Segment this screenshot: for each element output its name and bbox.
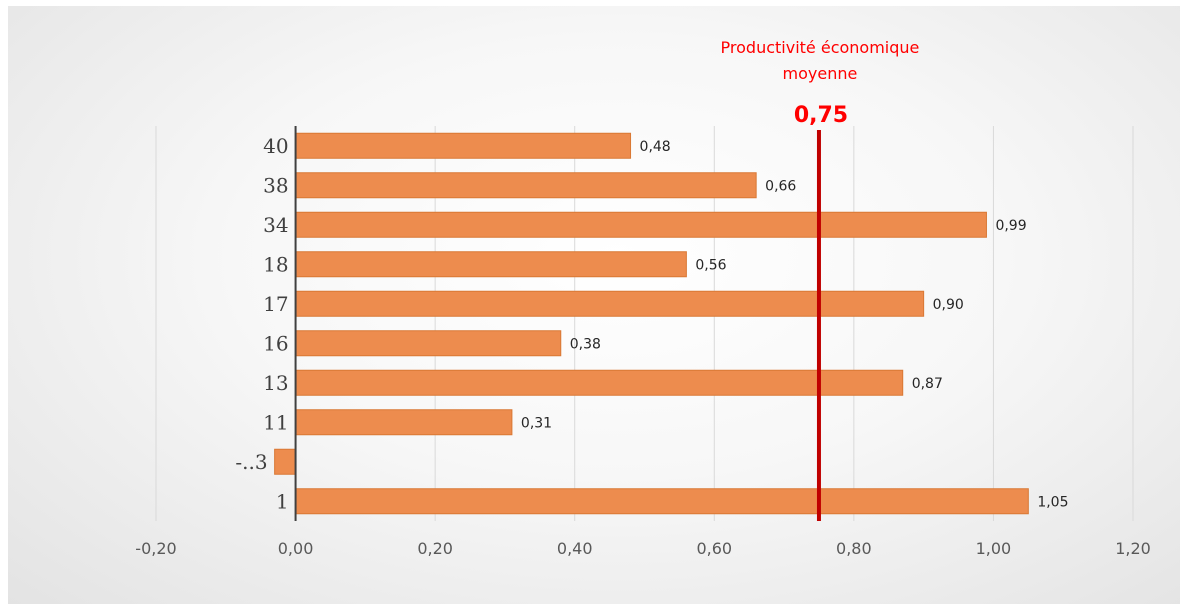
bar bbox=[295, 251, 687, 278]
category-label: 38 bbox=[263, 173, 288, 197]
bar bbox=[295, 290, 925, 317]
data-label: 0,56 bbox=[695, 257, 726, 273]
category-label: 11 bbox=[263, 410, 288, 434]
bar bbox=[295, 172, 757, 199]
data-label: 0,99 bbox=[995, 218, 1026, 234]
x-tick-label: 1,20 bbox=[1115, 539, 1151, 558]
bar bbox=[274, 448, 297, 475]
x-tick-label: 1,00 bbox=[976, 539, 1012, 558]
category-label: 18 bbox=[263, 252, 288, 276]
category-label: 16 bbox=[263, 331, 288, 355]
data-label: 0,87 bbox=[912, 376, 943, 392]
x-tick-label: 0,60 bbox=[696, 539, 732, 558]
bar-chart: -0,20 0,00 0,20 0,40 0,60 0,80 1,00 1,20 40 0,48 3… bbox=[135, 38, 1151, 558]
x-tick-label: 0,20 bbox=[417, 539, 453, 558]
bar bbox=[295, 369, 904, 396]
data-label: 0,38 bbox=[570, 336, 601, 352]
bar bbox=[295, 488, 1029, 515]
category-label: 1 bbox=[276, 489, 289, 513]
category-label: 13 bbox=[263, 371, 288, 395]
bar bbox=[295, 409, 513, 436]
category-label: -..3 bbox=[235, 450, 267, 474]
bar bbox=[295, 211, 987, 238]
x-tick-label: 0,80 bbox=[836, 539, 872, 558]
bars bbox=[274, 132, 1029, 515]
bar bbox=[295, 330, 562, 357]
reference-line-title: moyenne bbox=[783, 64, 858, 83]
x-tick-label: -0,20 bbox=[135, 539, 176, 558]
data-label: 0,66 bbox=[765, 178, 796, 194]
data-label: 0,31 bbox=[521, 415, 552, 431]
x-tick-label: 0,40 bbox=[557, 539, 593, 558]
category-label: 17 bbox=[263, 292, 288, 316]
reference-line-title: Productivité économique bbox=[721, 38, 920, 57]
category-label: 40 bbox=[263, 134, 288, 158]
bar bbox=[295, 132, 632, 159]
data-label: 0,90 bbox=[933, 297, 964, 313]
reference-line-group: Productivité économique moyenne 0,75 bbox=[721, 38, 920, 521]
x-tick-label: 0,00 bbox=[278, 539, 314, 558]
data-label: 0,48 bbox=[640, 139, 671, 155]
chart-area: -0,20 0,00 0,20 0,40 0,60 0,80 1,00 1,20 40 0,48 3… bbox=[8, 6, 1180, 604]
category-label: 34 bbox=[263, 213, 288, 237]
reference-line-value: 0,75 bbox=[794, 103, 848, 128]
data-label: 1,05 bbox=[1037, 494, 1068, 510]
labels: -0,20 0,00 0,20 0,40 0,60 0,80 1,00 1,20 40 0,48 3… bbox=[135, 134, 1151, 558]
